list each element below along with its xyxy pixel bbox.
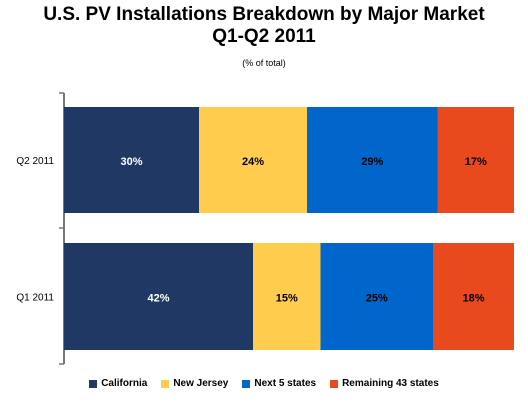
legend-item-next-5-states: Next 5 states xyxy=(242,378,316,389)
bar-new-jersey-q2-2011 xyxy=(199,107,307,213)
bar-next-5-states-q2-2011 xyxy=(307,107,438,213)
data-label-remaining-43-states-q1-2011: 18% xyxy=(462,293,484,305)
legend-swatch-remaining-43-states xyxy=(330,379,339,388)
data-label-new-jersey-q1-2011: 15% xyxy=(276,293,298,305)
data-label-next-5-states-q2-2011: 29% xyxy=(361,156,383,168)
bar-california-q2-2011 xyxy=(64,107,199,213)
bar-remaining-43-states-q2-2011 xyxy=(437,107,514,213)
chart-title-period: Q1-Q2 2011 xyxy=(212,26,316,47)
category-label-q1-2011: Q1 2011 xyxy=(16,293,54,304)
stacked-bar-chart: Q2 2011 30% 24% 29% 17% Q1 2011 42% 15% 25% 18% xyxy=(16,92,514,365)
legend-item-new-jersey: New Jersey xyxy=(161,378,228,389)
bar-new-jersey-q1-2011 xyxy=(253,243,321,350)
legend-swatch-california xyxy=(89,379,98,388)
chart-legend: California New Jersey Next 5 states Rema… xyxy=(0,378,528,389)
bar-remaining-43-states-q1-2011 xyxy=(433,243,514,350)
bar-next-5-states-q1-2011 xyxy=(320,243,433,350)
data-label-new-jersey-q2-2011: 24% xyxy=(242,156,264,168)
data-label-remaining-43-states-q2-2011: 17% xyxy=(465,156,487,168)
legend-label-remaining-43-states: Remaining 43 states xyxy=(342,378,439,389)
chart-title: U.S. PV Installations Breakdown by Major… xyxy=(43,4,485,25)
legend-label-next-5-states: Next 5 states xyxy=(254,378,317,389)
legend-item-california: California xyxy=(89,378,147,389)
data-label-next-5-states-q1-2011: 25% xyxy=(366,293,388,305)
category-label-q2-2011: Q2 2011 xyxy=(16,156,54,167)
legend-label-new-jersey: New Jersey xyxy=(173,378,229,389)
data-label-california-q2-2011: 30% xyxy=(120,156,142,168)
legend-swatch-new-jersey xyxy=(161,379,170,388)
data-label-california-q1-2011: 42% xyxy=(147,293,169,305)
legend-label-california: California xyxy=(101,378,148,389)
bar-california-q1-2011 xyxy=(64,243,253,350)
chart-subtitle: (% of total) xyxy=(242,58,286,68)
legend-item-remaining-43-states: Remaining 43 states xyxy=(330,378,439,389)
legend-swatch-next-5-states xyxy=(242,379,251,388)
